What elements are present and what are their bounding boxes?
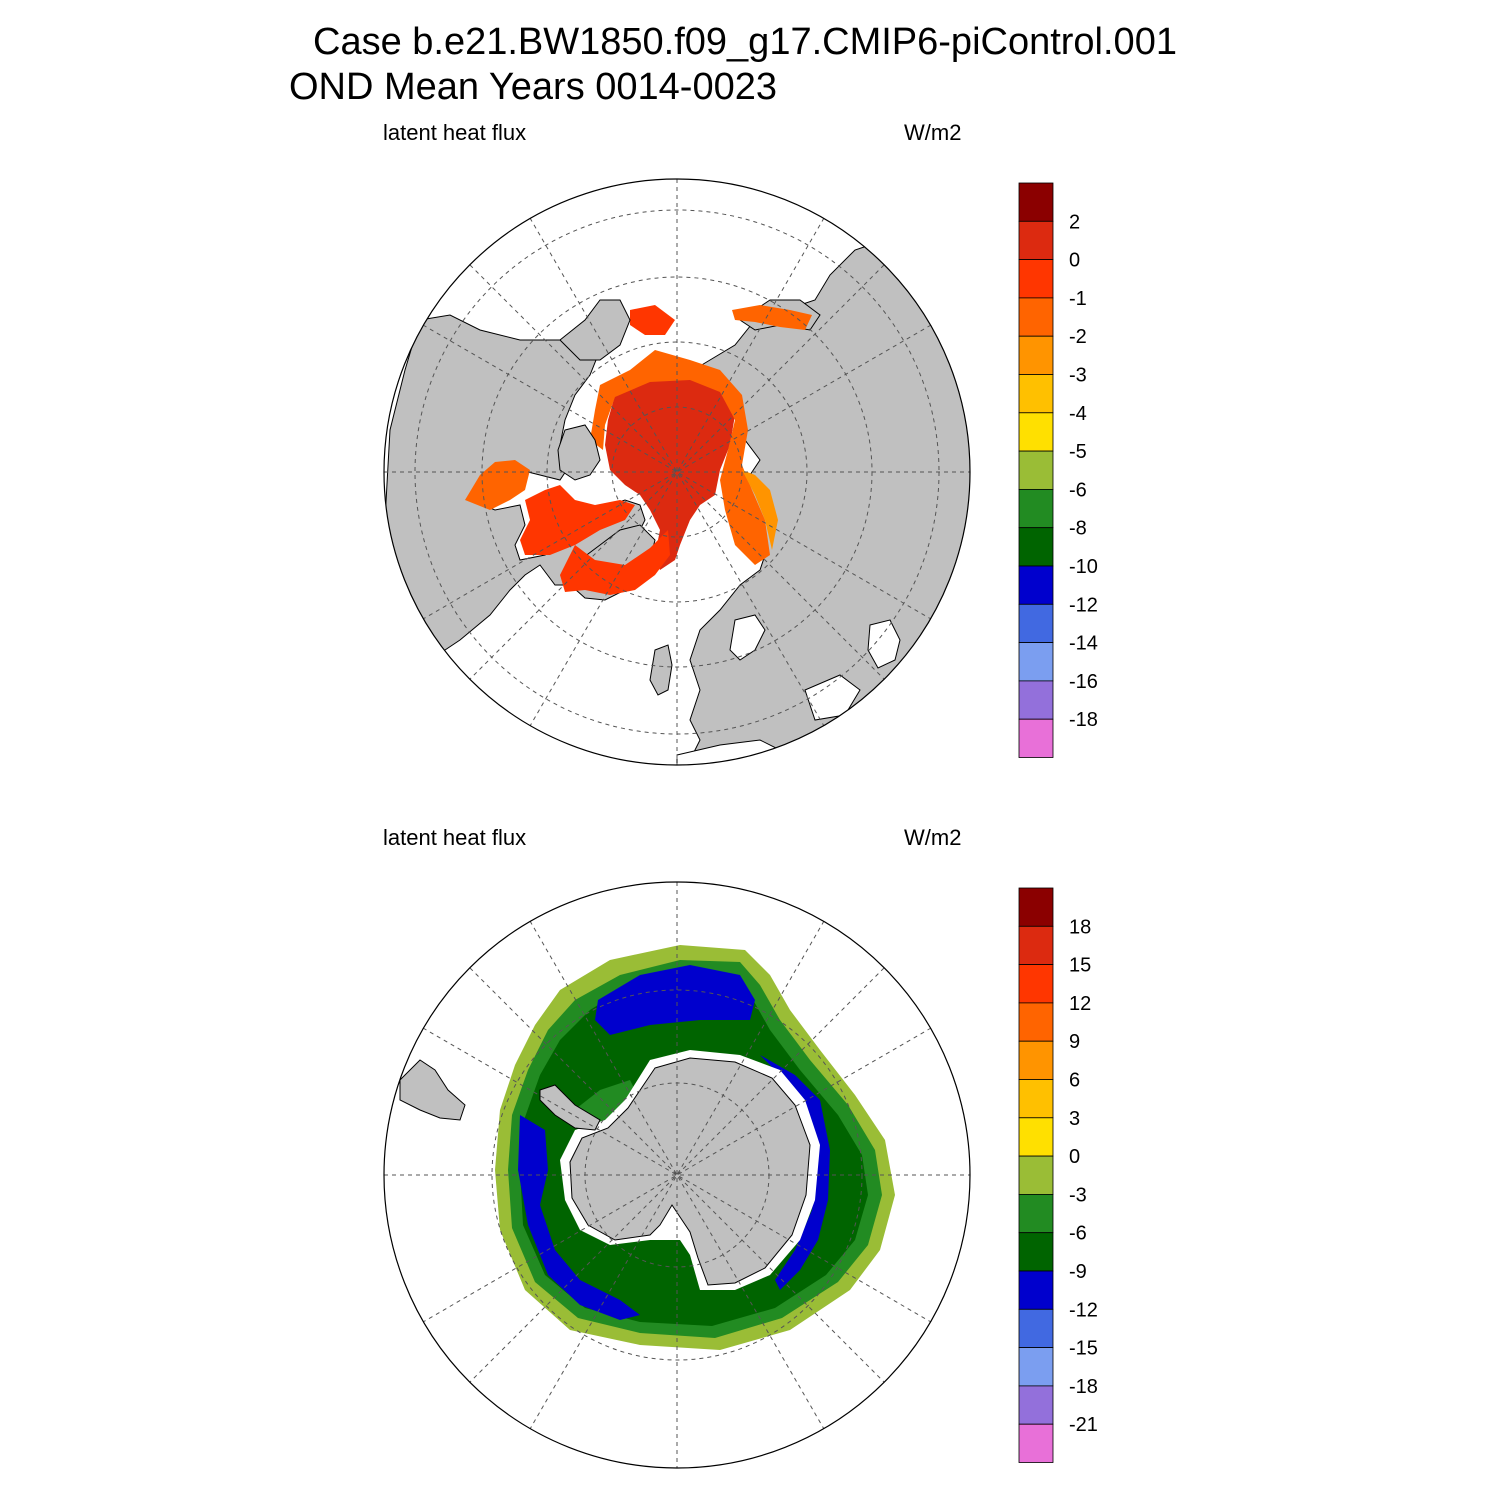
south-colorbar-swatch — [1018, 1117, 1054, 1157]
north-sea-baltic — [729, 614, 766, 661]
south-colorbar-swatch — [1018, 964, 1054, 1004]
north-colorbar-tick-label: 2 — [1069, 211, 1080, 233]
north-colorbar-tick-label: -16 — [1069, 671, 1098, 693]
north-field-ice-core — [605, 378, 735, 570]
south-colorbar-swatch — [1018, 925, 1054, 965]
north-field-margin-orange — [590, 350, 770, 565]
north-colorbar-swatch — [1018, 220, 1054, 261]
north-colorbar-tick-label: -8 — [1069, 518, 1087, 540]
south-land-south-america — [399, 1059, 466, 1121]
north-colorbar-tick-label: -3 — [1069, 365, 1087, 387]
north-colorbar-tick-label: -10 — [1069, 556, 1098, 578]
north-field-okhotsk — [732, 305, 812, 330]
south-field-blue-east-coast — [760, 1055, 830, 1290]
title-line-2: OND Mean Years 0014-0023 — [289, 66, 777, 108]
south-graticule — [384, 882, 970, 1468]
north-sea-black — [804, 674, 861, 721]
south-colorbar-tick-label: 9 — [1069, 1031, 1080, 1053]
south-field-blue-ross — [518, 1115, 640, 1320]
north-colorbar-tick-label: -4 — [1069, 403, 1087, 425]
north-colorbar-swatch — [1018, 335, 1054, 375]
north-colorbar-tick-label: -14 — [1069, 633, 1098, 655]
north-sea-caspian — [867, 619, 901, 669]
north-map-border — [383, 178, 971, 766]
north-colorbar-swatch — [1018, 450, 1054, 490]
north-field-margin-light — [742, 470, 778, 550]
south-colorbar-tick-label: -12 — [1069, 1299, 1098, 1321]
south-colorbar-swatch — [1018, 1232, 1054, 1272]
north-colorbar-swatch — [1018, 488, 1054, 529]
north-colorbar-tick-label: -12 — [1069, 594, 1098, 616]
north-colorbar-swatch — [1018, 182, 1054, 222]
south-colorbar-swatch — [1018, 1270, 1054, 1310]
south-colorbar-tick-label: 12 — [1069, 993, 1091, 1015]
north-graticule — [384, 179, 970, 765]
north-land-archipelago — [557, 424, 601, 481]
south-colorbar-swatch — [1018, 1040, 1054, 1080]
north-colorbar-tick-label: -5 — [1069, 441, 1087, 463]
south-field-blue-weddell — [595, 965, 755, 1035]
south-colorbar-swatch — [1018, 1155, 1054, 1195]
north-colorbar-tick-label: -1 — [1069, 288, 1087, 310]
north-colorbar-tick-label: -2 — [1069, 326, 1087, 348]
south-colorbar-tick-label: -18 — [1069, 1376, 1098, 1398]
north-colorbar-swatch — [1018, 527, 1054, 567]
north-polar-map — [383, 178, 971, 766]
north-colorbar-swatch — [1018, 718, 1054, 758]
north-field-labrador — [560, 530, 670, 595]
title-line-1: Case b.e21.BW1850.f09_g17.CMIP6-piContro… — [313, 21, 1177, 63]
south-colorbar-tick-label: -15 — [1069, 1338, 1098, 1360]
north-colorbar-swatch — [1018, 565, 1054, 605]
south-colorbar-tick-label: -3 — [1069, 1184, 1087, 1206]
south-colorbar-swatch — [1018, 1423, 1054, 1463]
south-land-antarctica — [569, 1057, 811, 1286]
south-panel-variable-label: latent heat flux — [383, 825, 527, 850]
north-field-bering — [630, 305, 675, 335]
south-colorbar-tick-label: 18 — [1069, 916, 1091, 938]
south-colorbar-swatch — [1018, 1079, 1054, 1119]
north-colorbar-tick-label: -6 — [1069, 479, 1087, 501]
south-colorbar-tick-label: -9 — [1069, 1261, 1087, 1283]
north-panel-units-label: W/m2 — [904, 120, 962, 145]
south-colorbar-swatch — [1018, 1002, 1054, 1042]
south-colorbar-tick-label: 3 — [1069, 1108, 1080, 1130]
south-map-border — [383, 881, 971, 1469]
north-colorbar-swatch — [1018, 680, 1054, 720]
north-field-canadian-straits — [520, 485, 635, 555]
south-colorbar-tick-label: -6 — [1069, 1223, 1087, 1245]
south-colorbar-tick-label: 6 — [1069, 1070, 1080, 1092]
north-panel-variable-label: latent heat flux — [383, 120, 527, 145]
south-polar-map — [383, 881, 971, 1469]
north-colorbar-swatch — [1018, 297, 1054, 337]
north-colorbar-swatch — [1018, 374, 1054, 414]
south-colorbar-swatch — [1018, 1308, 1054, 1349]
north-colorbar: 2 0 -1 -2 -3 -4 -5 -6 -8 -10 -12 -14 -16 -18 — [1018, 182, 1098, 758]
north-colorbar-swatch — [1018, 412, 1054, 452]
north-colorbar-swatch — [1018, 642, 1054, 682]
south-land-antarctic-peninsula — [539, 1084, 601, 1131]
south-colorbar-swatch — [1018, 887, 1054, 927]
north-colorbar-swatch — [1018, 603, 1054, 643]
south-colorbar-swatch — [1018, 1347, 1054, 1387]
south-colorbar-tick-label: -21 — [1069, 1414, 1098, 1436]
north-colorbar-tick-label: -18 — [1069, 709, 1098, 731]
south-colorbar: 18 15 12 9 6 3 0 -3 -6 -9 -12 -15 -18 -21 — [1018, 887, 1098, 1463]
south-colorbar-tick-label: 15 — [1069, 955, 1091, 977]
north-colorbar-swatch — [1018, 259, 1054, 299]
south-colorbar-swatch — [1018, 1194, 1054, 1234]
south-colorbar-tick-label: 0 — [1069, 1146, 1080, 1168]
north-colorbar-tick-label: 0 — [1069, 250, 1080, 272]
north-land-british-isles — [649, 644, 673, 696]
south-panel-units-label: W/m2 — [904, 825, 962, 850]
south-colorbar-swatch — [1018, 1385, 1054, 1425]
